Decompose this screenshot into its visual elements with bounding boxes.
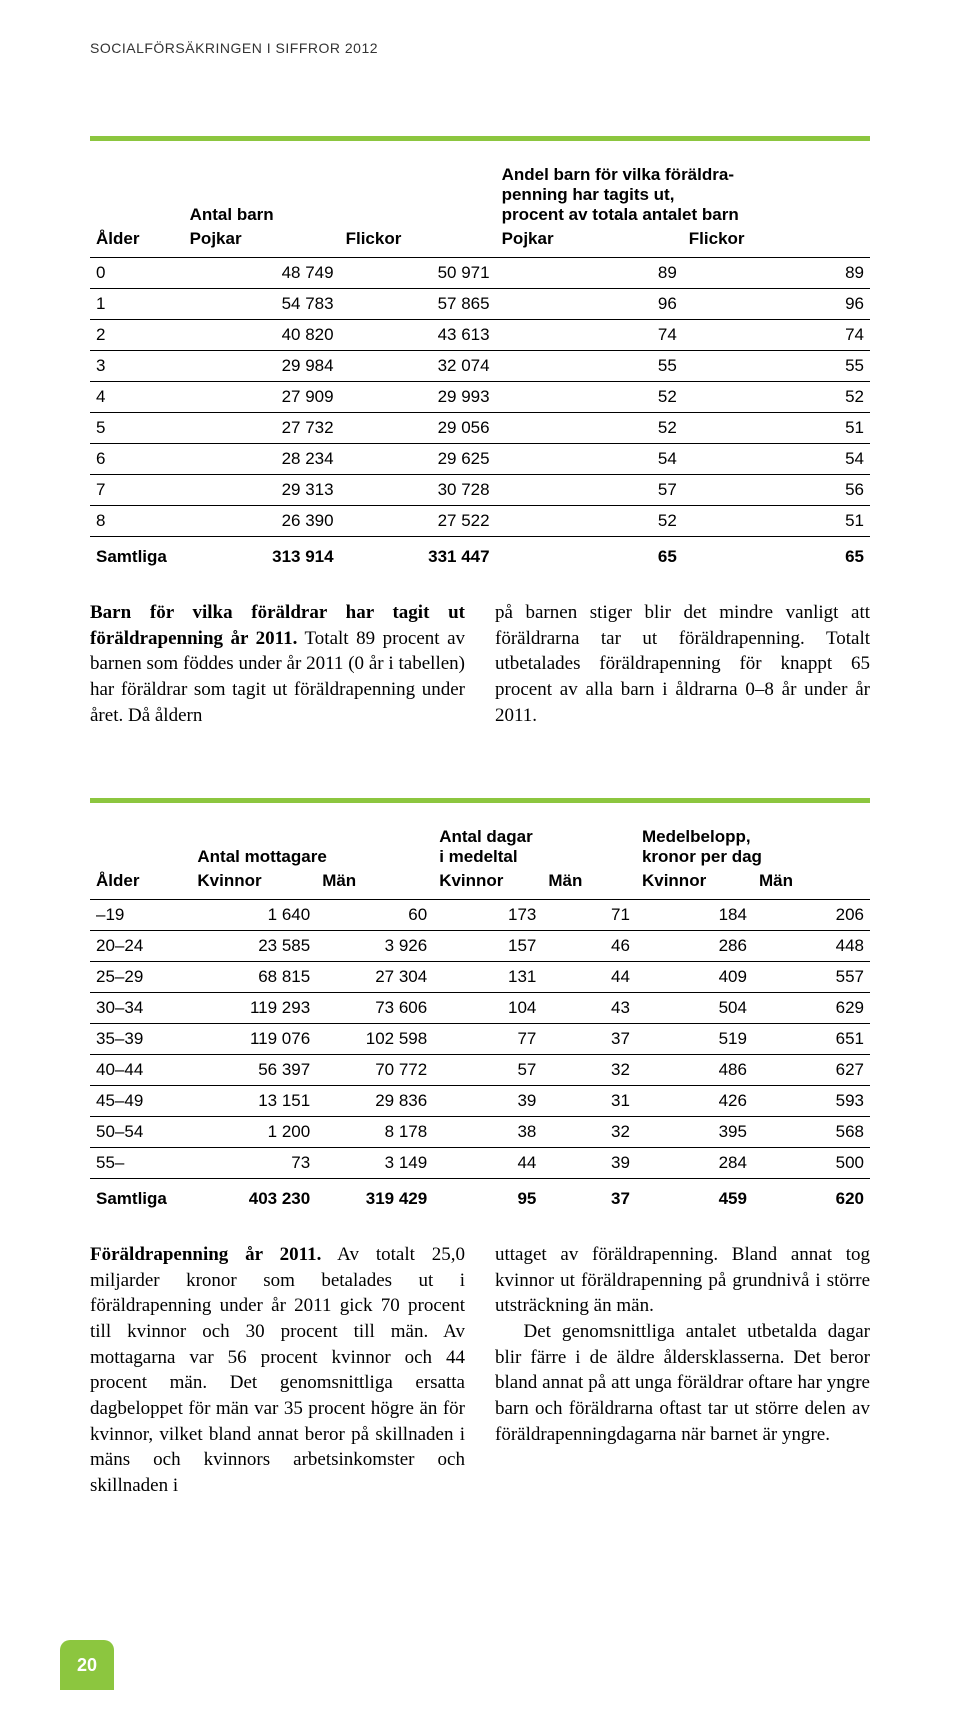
table-row: 729 31330 7285756 (90, 475, 870, 506)
table-row-sum: Samtliga313 914331 4476565 (90, 537, 870, 573)
table1-col-pojkar: Pojkar (184, 225, 340, 258)
para1-right: på barnen stiger blir det mindre vanligt… (495, 600, 870, 728)
table2-col-man1: Män (316, 867, 433, 900)
table2-col-man2: Män (542, 867, 636, 900)
table1-col-flickor: Flickor (340, 225, 496, 258)
table1-group-andel: Andel barn för vilka föräldra- penning h… (496, 161, 870, 225)
table-row: 45–4913 15129 8363931426593 (90, 1086, 870, 1117)
table2-accent-bar (90, 798, 870, 803)
para2-lede: Föräldrapenning år 2011. (90, 1244, 321, 1265)
table1: Antal barn Andel barn för vilka föräldra… (90, 161, 870, 572)
table-row: 50–541 2008 1783832395568 (90, 1117, 870, 1148)
para2: Föräldrapenning år 2011. Av totalt 25,0 … (90, 1242, 870, 1498)
table-row: 40–4456 39770 7725732486627 (90, 1055, 870, 1086)
table2-col-alder: Ålder (90, 867, 191, 900)
table1-group-antal: Antal barn (184, 161, 496, 225)
table-row: 826 39027 5225251 (90, 506, 870, 537)
table-row: 35–39119 076102 5987737519651 (90, 1024, 870, 1055)
table2: Antal mottagare Antal dagari medeltal Me… (90, 823, 870, 1214)
table-row: 55–733 1494439284500 (90, 1148, 870, 1179)
table2-col-kv3: Kvinnor (636, 867, 753, 900)
table1-col-flickor2: Flickor (683, 225, 870, 258)
table1-col-alder: Ålder (90, 225, 184, 258)
table-row: 25–2968 81527 30413144409557 (90, 962, 870, 993)
para1: Barn för vilka föräldrar har tagit ut fö… (90, 600, 870, 728)
table-row: 427 90929 9935252 (90, 382, 870, 413)
table-row: 154 78357 8659696 (90, 289, 870, 320)
table-row: 628 23429 6255454 (90, 444, 870, 475)
table-row: 329 98432 0745555 (90, 351, 870, 382)
table2-col-man3: Män (753, 867, 870, 900)
running-head: SOCIALFÖRSÄKRINGEN I SIFFROR 2012 (90, 40, 870, 56)
table-row: 20–2423 5853 92615746286448 (90, 931, 870, 962)
page-number-badge: 20 (60, 1640, 114, 1690)
table-row: 30–34119 29373 60610443504629 (90, 993, 870, 1024)
table2-col-kv1: Kvinnor (191, 867, 316, 900)
table2-group-antal: Antal mottagare (191, 823, 433, 867)
para2-right1: uttaget av föräldrapenning. Bland annat … (495, 1242, 870, 1319)
table-row-sum: Samtliga403 230319 4299537459620 (90, 1179, 870, 1215)
table2-col-kv2: Kvinnor (433, 867, 542, 900)
table2-group-dagar: Antal dagari medeltal (433, 823, 636, 867)
para2-left-rest: Av totalt 25,0 miljarder kronor som beta… (90, 1244, 465, 1496)
table-row: 048 74950 9718989 (90, 258, 870, 289)
table-row: 527 73229 0565251 (90, 413, 870, 444)
table-row: –191 6406017371184206 (90, 900, 870, 931)
table1-col-pojkar2: Pojkar (496, 225, 683, 258)
table-row: 240 82043 6137474 (90, 320, 870, 351)
table2-group-medel: Medelbelopp,kronor per dag (636, 823, 870, 867)
para2-right2: Det genomsnittliga antalet utbetalda dag… (495, 1319, 870, 1447)
table1-accent-bar (90, 136, 870, 141)
